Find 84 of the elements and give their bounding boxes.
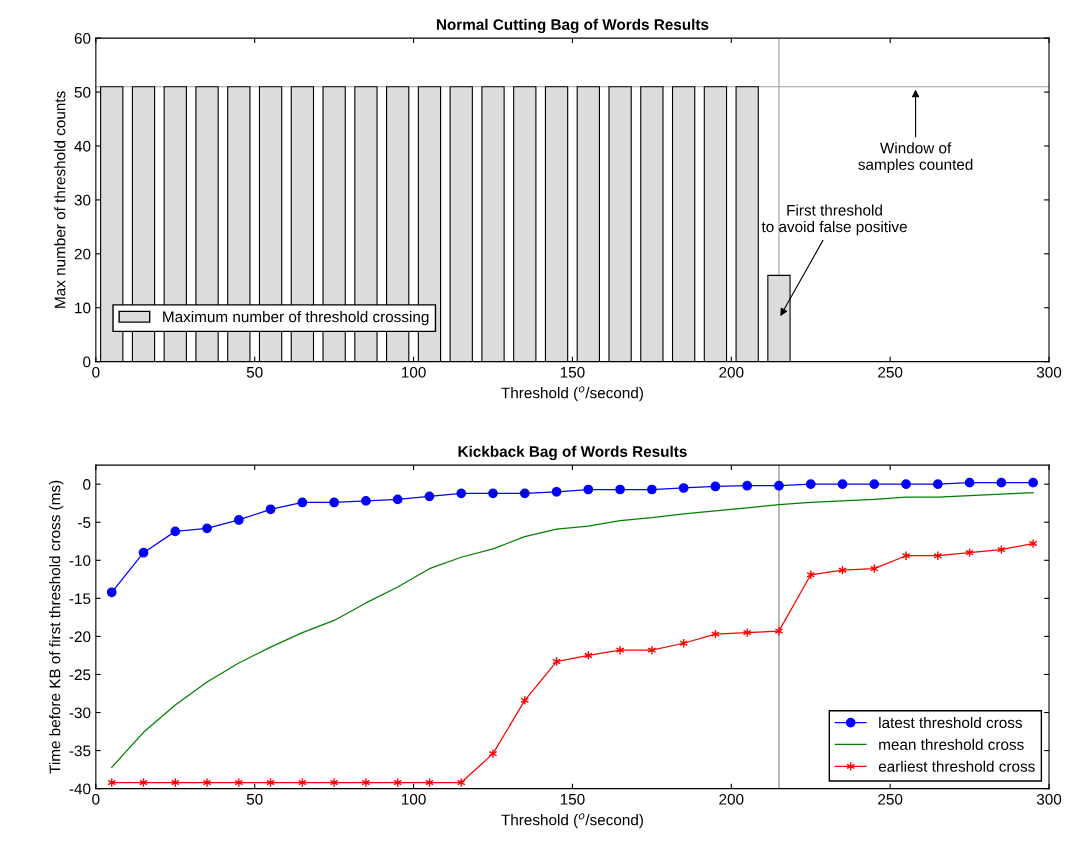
legend-label: earliest threshold cross [878,760,1035,772]
x-tick-label: 250 [878,793,903,805]
x-tick-label: 150 [560,793,585,805]
x-axis-title: Threshold ($^{o}$/second) [501,813,643,829]
point [647,484,657,495]
y-tick-label: -5 [78,517,91,528]
point [456,488,467,499]
y-tick-label: 0 [83,479,91,490]
point [488,748,498,759]
point [869,479,880,490]
annotation: First threshold to avoid false positive [761,204,907,236]
x-tick-label: 300 [1036,793,1062,805]
point [678,483,689,493]
legend-label: Maximum number of threshold crossing [163,311,429,326]
x-tick-label: 150 [560,366,585,378]
x-tick-label: 200 [719,793,744,805]
point [742,480,753,491]
point [805,479,816,490]
y-tick-label: 40 [74,140,91,152]
point [551,486,562,497]
y-axis-title: Time before KB of first threshold cross (ms) [49,480,64,774]
x-axis-title: Threshold ($^{o}$/second) [501,386,643,402]
point [837,479,848,490]
y-tick-label: 60 [74,33,91,44]
x-tick-label: 200 [719,366,744,378]
y-tick-label: -15 [69,593,91,605]
point [361,496,371,506]
point [138,547,149,558]
point [615,484,625,495]
y-tick-label: -35 [69,745,91,757]
y-tick-label: -10 [69,555,91,566]
point [265,504,276,515]
y-tick-label: -30 [69,707,91,719]
x-tick-label: 300 [1036,366,1062,378]
chart-title: Kickback Bag of Words Results [458,445,687,461]
point [329,777,339,788]
x-tick-label: 250 [878,366,903,378]
y-tick-label: 10 [75,302,91,314]
point [774,480,784,491]
point [933,550,943,561]
x-tick-label: 50 [246,366,263,378]
point [932,479,943,490]
point [901,479,911,490]
point [996,477,1007,488]
legend-label: latest threshold cross [879,716,1022,729]
point [297,497,308,508]
point [742,627,752,638]
point [329,497,340,508]
point [106,587,117,598]
x-tick-label: 100 [402,366,426,378]
point [519,488,530,499]
point [901,550,911,561]
x-tick-label: 50 [246,793,263,805]
point [1028,477,1039,488]
y-tick-label: -25 [69,669,91,681]
y-tick-label: 20 [74,248,91,260]
point [361,777,371,788]
legend-label: mean threshold cross [879,738,1024,750]
point [170,526,181,537]
point [1028,538,1038,549]
x-tick-label: 100 [402,793,426,805]
y-tick-label: 30 [74,194,91,206]
y-axis-title: Max number of threshold counts [54,91,66,308]
y-tick-label: 0 [83,356,91,368]
point [202,523,212,534]
point [710,481,721,492]
point [202,777,212,788]
point [392,494,403,505]
point [488,488,498,499]
point [233,515,244,525]
point [774,626,784,636]
y-tick-label: -40 [69,783,91,795]
x-tick-label: 0 [92,366,100,378]
point [615,645,625,655]
x-tick-label: 0 [92,793,100,805]
point [583,484,594,495]
chart-title: Normal Cutting Bag of Words Results [436,18,709,34]
annotation: Window of samples counted [858,142,973,173]
y-tick-label: -20 [69,631,91,643]
point [964,477,975,488]
point [234,777,244,788]
point [647,645,657,655]
y-tick-label: 50 [74,86,91,98]
point [424,491,435,502]
